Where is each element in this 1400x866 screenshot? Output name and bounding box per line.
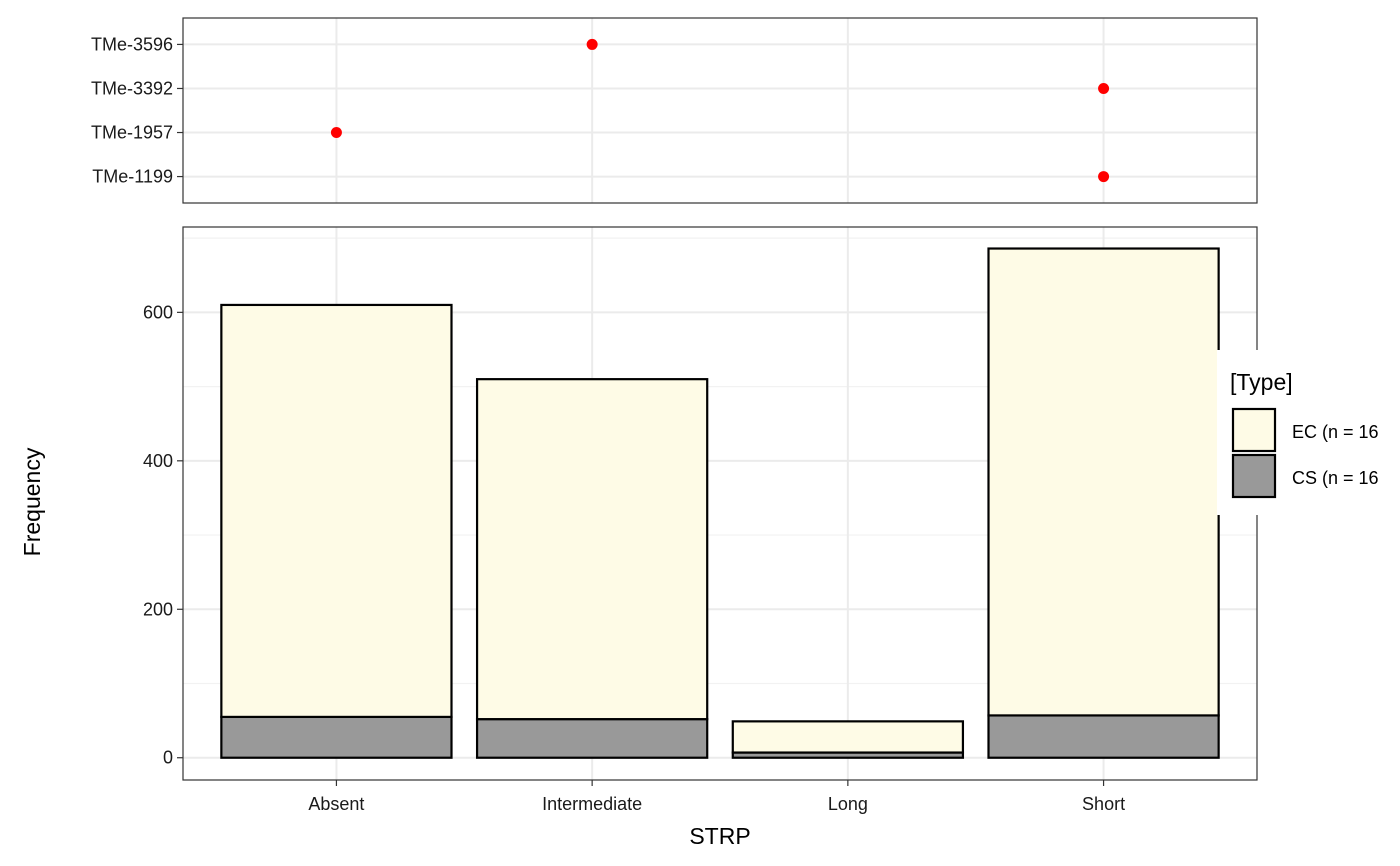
- point-tme-1199: [1098, 171, 1110, 183]
- y-tick-label-0: 0: [163, 748, 173, 768]
- bar-intermediate-ec: [475, 378, 709, 721]
- point-tme-1957: [330, 127, 342, 139]
- y-tick-label-200: 200: [143, 599, 173, 619]
- top-y-tick-label-tme-3392: TMe-3392: [91, 78, 173, 98]
- top-panel-border: [182, 17, 1258, 204]
- x-tick-label-intermediate: Intermediate: [542, 794, 642, 814]
- x-tick-label-short: Short: [1082, 794, 1125, 814]
- x-tick-label-absent: Absent: [308, 794, 364, 814]
- bar-long-ec: [731, 720, 965, 754]
- legend-label-cs: CS (n = 16: [1292, 468, 1379, 488]
- point-tme-3596: [586, 38, 598, 50]
- bar-short-cs: [987, 714, 1220, 759]
- bar-absent-cs: [220, 715, 453, 759]
- legend-label-ec: EC (n = 16: [1292, 422, 1379, 442]
- x-tick-label-long: Long: [828, 794, 868, 814]
- top-panel: TMe-1199 TMe-1957 TMe-3392 TMe-3596: [91, 17, 1258, 204]
- legend-key-cs: [1231, 453, 1277, 499]
- bar-short-ec: [987, 247, 1220, 717]
- y-axis-title: Frequency: [19, 447, 45, 556]
- legend-key-ec: [1231, 407, 1277, 453]
- top-y-tick-label-tme-1957: TMe-1957: [91, 123, 173, 143]
- bar-absent-ec: [220, 303, 453, 719]
- legend-title: [Type]: [1230, 369, 1293, 395]
- y-tick-label-400: 400: [143, 451, 173, 471]
- top-y-tick-label-tme-1199: TMe-1199: [92, 167, 173, 187]
- x-axis-title: STRP: [689, 823, 750, 849]
- bottom-panel: 0 200 400 600 Absent Intermediate Long Short: [143, 226, 1258, 814]
- top-y-tick-label-tme-3596: TMe-3596: [91, 34, 173, 54]
- bar-intermediate-cs: [475, 718, 709, 759]
- legend: [Type] EC (n = 16 CS (n = 16: [1217, 350, 1400, 515]
- point-tme-3392: [1098, 82, 1110, 94]
- y-tick-label-600: 600: [143, 302, 173, 322]
- top-panel-background: [183, 18, 1257, 203]
